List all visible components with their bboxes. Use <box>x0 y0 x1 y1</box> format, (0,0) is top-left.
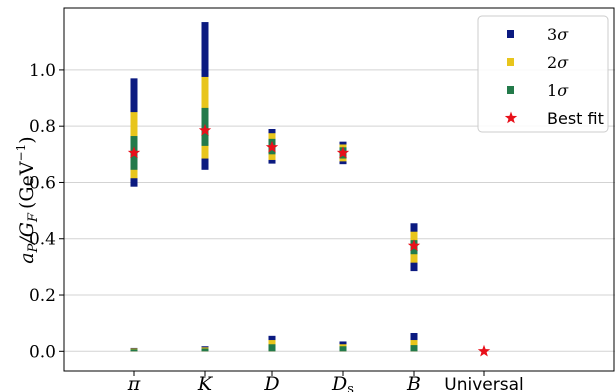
legend-box <box>477 15 609 133</box>
y-tick-label: 0.2 <box>29 286 56 306</box>
x-tick-label: K <box>197 373 214 392</box>
best-fit-star <box>336 146 350 159</box>
best-fit-markers <box>127 123 491 357</box>
confidence-intervals <box>130 22 418 352</box>
interval-bar <box>339 346 347 352</box>
x-tick-label: D <box>263 373 279 392</box>
interval-bar <box>268 344 276 352</box>
x-tick-label: π <box>127 373 141 392</box>
best-fit-star <box>198 123 212 136</box>
y-axis-ticks: 0.0 0.2 0.4 0.6 0.8 1.0 <box>29 61 64 362</box>
legend-swatch <box>507 58 514 66</box>
best-fit-star <box>127 146 141 159</box>
x-tick-label: Universal <box>444 375 523 392</box>
legend-swatch <box>507 86 514 94</box>
plot-frame <box>63 7 615 372</box>
interval-bar <box>130 349 138 352</box>
legend-label: 2σ <box>547 53 569 72</box>
x-axis-ticks: π K D Ds B Universal <box>127 371 524 392</box>
y-tick-label: 1.0 <box>29 61 56 81</box>
grid-lines <box>64 69 615 352</box>
legend: 3σ 2σ 1σ Best fit <box>477 15 609 133</box>
legend-swatch <box>507 30 514 38</box>
interval-bar <box>201 348 209 352</box>
interval-bar <box>410 345 418 352</box>
y-tick-label: 0.0 <box>29 342 56 362</box>
legend-label: Best fit <box>547 109 604 128</box>
best-fit-star <box>265 140 279 153</box>
y-tick-label: 0.4 <box>29 230 56 250</box>
y-tick-label: 0.6 <box>29 173 56 193</box>
y-tick-label: 0.8 <box>29 117 56 137</box>
x-tick-label: Ds <box>331 373 354 392</box>
legend-label: 3σ <box>547 25 569 44</box>
x-tick-label: B <box>406 373 421 392</box>
best-fit-star <box>407 239 421 252</box>
legend-star <box>504 111 518 124</box>
legend-label: 1σ <box>547 81 569 100</box>
y-axis-title: aP/GF(GeV−1) <box>14 136 41 263</box>
best-fit-star <box>477 344 491 357</box>
